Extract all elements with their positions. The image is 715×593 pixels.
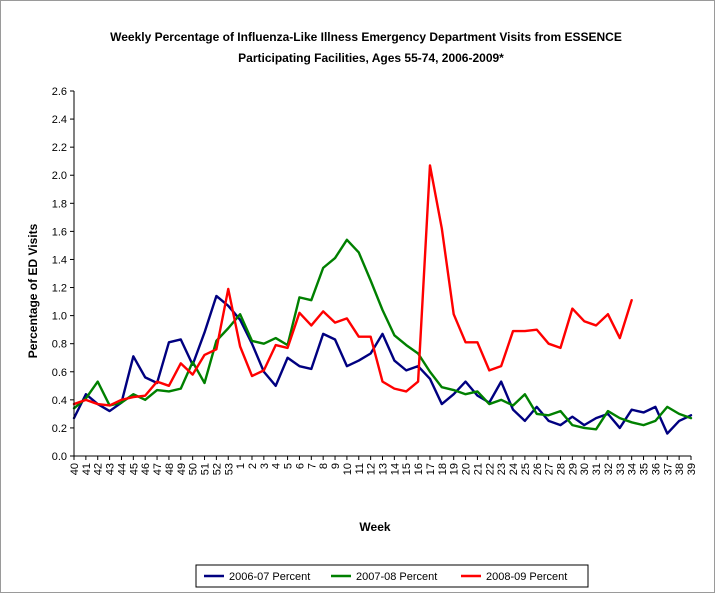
x-tick-label: 46: [140, 463, 152, 475]
x-tick-label: 41: [81, 463, 93, 475]
x-tick-label: 42: [93, 463, 105, 475]
x-tick-label: 26: [532, 463, 544, 475]
x-tick-label: 21: [472, 463, 484, 475]
x-tick-label: 16: [413, 463, 425, 475]
x-tick-label: 25: [520, 463, 532, 475]
x-tick-label: 2: [247, 463, 259, 469]
x-tick-label: 22: [484, 463, 496, 475]
x-tick-label: 12: [366, 463, 378, 475]
x-tick-label: 4: [271, 463, 283, 469]
x-tick-label: 37: [662, 463, 674, 475]
x-tick-label: 15: [401, 463, 413, 475]
y-tick-label: 2.4: [52, 114, 67, 126]
x-tick-label: 23: [496, 463, 508, 475]
x-tick-label: 17: [425, 463, 437, 475]
y-tick-label: 2.0: [52, 170, 67, 182]
x-tick-label: 49: [176, 463, 188, 475]
x-tick-label: 27: [544, 463, 556, 475]
y-tick-label: 1.8: [52, 198, 67, 210]
x-tick-label: 32: [603, 463, 615, 475]
legend-box: [195, 564, 589, 588]
x-axis-label: Week: [359, 520, 390, 534]
x-tick-label: 53: [223, 463, 235, 475]
x-tick-label: 9: [330, 463, 342, 469]
x-tick-label: 36: [650, 463, 662, 475]
x-tick-label: 52: [211, 463, 223, 475]
x-axis-ticks: 40 41 42 43 44 45 46 47 48 49 50 51 52 53 1 2 3 4 5 6 7 8 9 10 1…: [69, 456, 698, 475]
legend-entry: 2006-07 Percent: [229, 571, 310, 583]
x-tick-label: 5: [283, 463, 295, 469]
x-tick-label: 39: [686, 463, 698, 475]
x-tick-label: 20: [461, 463, 473, 475]
x-tick-label: 10: [342, 463, 354, 475]
y-tick-label: 1.0: [52, 311, 67, 323]
y-tick-label: 0.4: [52, 395, 67, 407]
x-tick-label: 13: [378, 463, 390, 475]
x-tick-label: 51: [200, 463, 212, 475]
x-tick-label: 45: [128, 463, 140, 475]
y-tick-label: 2.6: [52, 86, 67, 98]
x-tick-label: 34: [627, 463, 639, 475]
y-axis-label: Percentage of ED Visits: [26, 223, 40, 358]
x-tick-label: 28: [555, 463, 567, 475]
y-axis-ticks: 0.0 0.2 0.4 0.6 0.8 1.0 1.2 1.4 1.6 1.8 2.0 2.2 2.4 2…: [52, 86, 74, 463]
x-tick-label: 38: [674, 463, 686, 475]
x-tick-label: 30: [579, 463, 591, 475]
x-tick-label: 47: [152, 463, 164, 475]
x-tick-label: 18: [437, 463, 449, 475]
series-line-2007-08-percent: [72, 238, 693, 431]
x-tick-label: 11: [354, 463, 366, 474]
series-line-2006-07-percent: [72, 294, 693, 435]
legend: 2006-07 Percent 2007-08 Percent 2008-09 Pe…: [204, 571, 567, 583]
x-tick-label: 35: [639, 463, 651, 475]
x-tick-label: 44: [116, 463, 128, 475]
legend-entry: 2008-09 Percent: [486, 571, 567, 583]
chart-title-line2: Participating Facilities, Ages 55-74, 20…: [238, 51, 504, 65]
legend-entry: 2007-08 Percent: [356, 571, 437, 583]
x-tick-label: 7: [306, 463, 318, 469]
x-tick-label: 6: [294, 463, 306, 469]
y-tick-label: 0.8: [52, 339, 67, 351]
x-tick-label: 40: [69, 463, 81, 475]
x-tick-label: 50: [188, 463, 200, 475]
y-tick-label: 2.2: [52, 142, 67, 154]
x-tick-label: 14: [389, 463, 401, 475]
y-tick-label: 0.6: [52, 367, 67, 379]
x-tick-label: 24: [508, 463, 520, 475]
series-lines: [72, 164, 693, 435]
x-tick-label: 1: [235, 463, 247, 469]
x-tick-label: 43: [105, 463, 117, 475]
x-tick-label: 48: [164, 463, 176, 475]
x-tick-label: 19: [449, 463, 461, 475]
y-tick-label: 0.2: [52, 423, 67, 435]
chart-title-line1: Weekly Percentage of Influenza-Like Illn…: [110, 30, 622, 44]
series-line-2008-09-percent: [72, 164, 633, 407]
x-tick-label: 8: [318, 463, 330, 469]
x-tick-label: 3: [259, 463, 271, 469]
y-tick-label: 1.4: [52, 254, 67, 266]
x-tick-label: 29: [567, 463, 579, 475]
x-tick-label: 31: [591, 463, 603, 475]
y-tick-label: 0.0: [52, 451, 67, 463]
y-tick-label: 1.6: [52, 226, 67, 238]
y-tick-label: 1.2: [52, 283, 67, 295]
x-tick-label: 33: [615, 463, 627, 475]
